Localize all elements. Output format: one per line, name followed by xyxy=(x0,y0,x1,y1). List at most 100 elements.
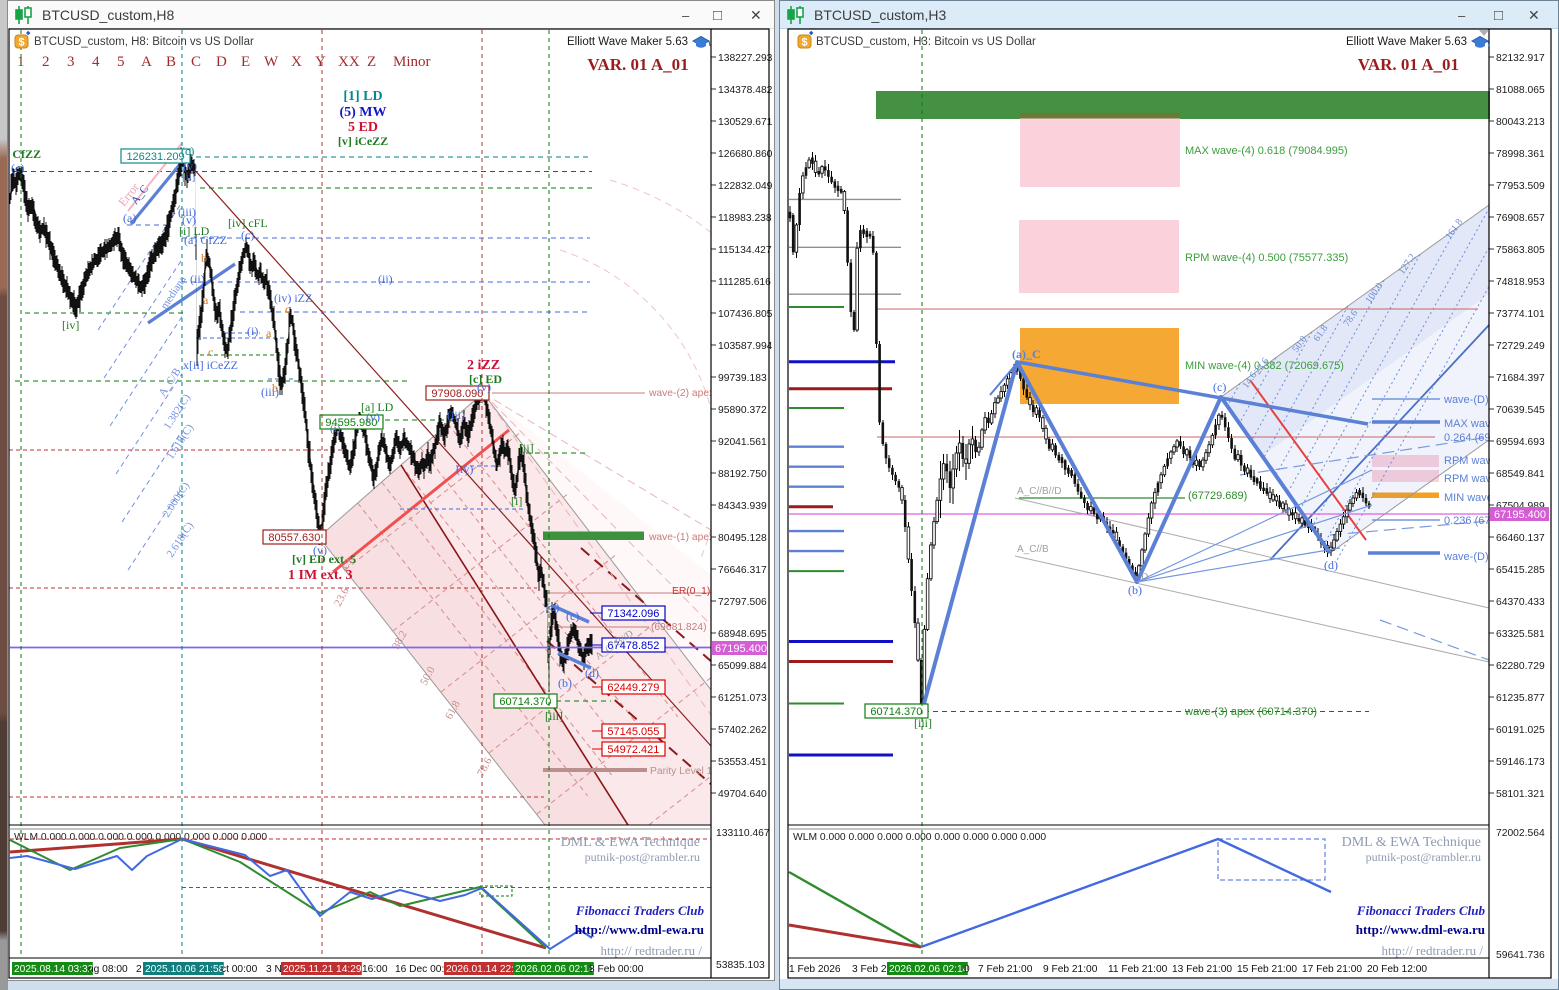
svg-text:[iii]: [iii] xyxy=(914,716,932,730)
svg-text:133110.467: 133110.467 xyxy=(716,828,770,839)
svg-text:[iv] cFL: [iv] cFL xyxy=(228,216,268,230)
svg-text:67195.400: 67195.400 xyxy=(1494,509,1546,521)
svg-text:7 Feb 21:00: 7 Feb 21:00 xyxy=(978,964,1033,975)
svg-text:W: W xyxy=(264,54,279,70)
svg-text:60191.025: 60191.025 xyxy=(1496,725,1545,736)
svg-text:http:// redtrader.ru /: http:// redtrader.ru / xyxy=(601,943,703,958)
svg-text:Fibonacci Traders Club: Fibonacci Traders Club xyxy=(575,903,705,918)
svg-text:Parity Level 10: Parity Level 10 xyxy=(650,766,718,777)
svg-text:54972.421: 54972.421 xyxy=(607,744,659,756)
svg-text:20 Feb 12:00: 20 Feb 12:00 xyxy=(1367,964,1427,975)
svg-text:[i] LD: [i] LD xyxy=(179,224,210,238)
svg-text:0.264 (697: 0.264 (697 xyxy=(1444,432,1497,444)
svg-text:(c): (c) xyxy=(241,228,254,242)
svg-text:60714.370: 60714.370 xyxy=(870,706,922,718)
svg-text:X: X xyxy=(291,54,302,70)
svg-text:2 iZZ: 2 iZZ xyxy=(467,358,500,373)
svg-text:2026.01.14 22:: 2026.01.14 22: xyxy=(446,964,514,975)
svg-text:3 Feb 2: 3 Feb 2 xyxy=(852,964,887,975)
svg-text:c: c xyxy=(285,302,290,316)
svg-text:2: 2 xyxy=(136,964,142,975)
svg-text:a: a xyxy=(266,326,272,340)
svg-text:2025.08.14 03:32: 2025.08.14 03:32 xyxy=(14,964,94,975)
svg-text:(iii): (iii) xyxy=(447,408,465,422)
svg-text:68549.841: 68549.841 xyxy=(1496,469,1545,480)
svg-text:122832.049: 122832.049 xyxy=(718,181,773,192)
svg-text:putnik-post@rambler.ru: putnik-post@rambler.ru xyxy=(585,850,700,864)
svg-text:2026.02.06 02:14: 2026.02.06 02:14 xyxy=(515,964,595,975)
svg-text:(ii): (ii) xyxy=(190,272,205,286)
svg-text:63325.581: 63325.581 xyxy=(1496,629,1545,640)
svg-text:61235.877: 61235.877 xyxy=(1496,693,1545,704)
svg-text:92041.561: 92041.561 xyxy=(718,437,767,448)
svg-text:5: 5 xyxy=(117,54,125,70)
svg-text:103587.994: 103587.994 xyxy=(718,341,773,352)
svg-text:http://www.dml-ewa.ru: http://www.dml-ewa.ru xyxy=(575,922,704,937)
svg-text:VAR. 01 A_01: VAR. 01 A_01 xyxy=(587,55,688,74)
svg-text:76646.317: 76646.317 xyxy=(718,565,767,576)
svg-text:67504.989: 67504.989 xyxy=(1496,501,1545,512)
svg-text:94595.980: 94595.980 xyxy=(325,417,377,429)
svg-text:D: D xyxy=(216,54,227,70)
svg-text:67478.852: 67478.852 xyxy=(607,640,659,652)
svg-text:(v): (v) xyxy=(182,213,196,227)
svg-text:RPM wave-(4) 0.500 (75577.335): RPM wave-(4) 0.500 (75577.335) xyxy=(1185,252,1348,264)
svg-text:Y: Y xyxy=(315,54,326,70)
svg-text:wave-(3) apex (60714.370): wave-(3) apex (60714.370) xyxy=(1184,706,1317,718)
svg-text:i] CfZZ: i] CfZZ xyxy=(2,147,41,161)
svg-text:15 Feb 21:00: 15 Feb 21:00 xyxy=(1237,964,1297,975)
svg-text:8 Feb 00:00: 8 Feb 00:00 xyxy=(589,964,644,975)
svg-text:(c): (c) xyxy=(566,609,579,623)
svg-text:130529.671: 130529.671 xyxy=(718,117,773,128)
svg-text:wave-(2) apex: wave-(2) apex xyxy=(648,388,715,399)
svg-text:75863.805: 75863.805 xyxy=(1496,245,1545,256)
svg-text:59641.736: 59641.736 xyxy=(1496,950,1545,961)
svg-text:1 Feb 2026: 1 Feb 2026 xyxy=(789,964,841,975)
svg-text:3 N: 3 N xyxy=(266,964,282,975)
svg-text:[v] iCeZZ: [v] iCeZZ xyxy=(338,134,388,148)
svg-text:[a] LD: [a] LD xyxy=(361,400,394,414)
svg-text:BTCUSD_custom, H8: Bitcoin vs: BTCUSD_custom, H8: Bitcoin vs US Dollar xyxy=(34,36,254,48)
svg-text:VAR. 01 A_01: VAR. 01 A_01 xyxy=(1358,55,1459,74)
svg-text:[c] ED: [c] ED xyxy=(469,372,502,386)
svg-text:70639.545: 70639.545 xyxy=(1496,405,1545,416)
svg-text:(v): (v) xyxy=(366,410,380,424)
svg-text:62280.729: 62280.729 xyxy=(1496,661,1545,672)
svg-text:(d): (d) xyxy=(585,666,599,680)
svg-text:WLM 0.000 0.000 0.000 0.000 0.: WLM 0.000 0.000 0.000 0.000 0.000 0.000 … xyxy=(14,832,267,843)
svg-text:69594.693: 69594.693 xyxy=(1496,437,1545,448)
svg-text:Z: Z xyxy=(367,54,376,70)
svg-text:C: C xyxy=(191,54,201,70)
svg-text:72797.506: 72797.506 xyxy=(718,597,767,608)
svg-text:ER(0_1): ER(0_1) xyxy=(672,586,710,597)
svg-text:60714.370: 60714.370 xyxy=(499,696,551,708)
svg-text:http:// redtrader.ru /: http:// redtrader.ru / xyxy=(1382,943,1484,958)
svg-text:134378.482: 134378.482 xyxy=(718,85,773,96)
svg-text:4.9: 4.9 xyxy=(339,557,355,573)
svg-text:126231.209: 126231.209 xyxy=(126,151,184,163)
svg-text:2025.11.21 14:29: 2025.11.21 14:29 xyxy=(283,964,362,975)
svg-text:(a): (a) xyxy=(546,600,559,614)
svg-text:2025.10.06 21:58: 2025.10.06 21:58 xyxy=(145,964,225,975)
svg-text:XX: XX xyxy=(338,54,360,70)
svg-text:82132.917: 82132.917 xyxy=(1496,53,1545,64)
svg-text:(a): (a) xyxy=(123,211,136,225)
svg-text:13 Feb 21:00: 13 Feb 21:00 xyxy=(1172,964,1232,975)
svg-text:57145.055: 57145.055 xyxy=(607,726,659,738)
svg-text:2: 2 xyxy=(42,54,50,70)
svg-text:62449.279: 62449.279 xyxy=(607,682,659,694)
svg-text:2.000(C): 2.000(C) xyxy=(160,480,192,520)
svg-text:$: $ xyxy=(18,37,24,49)
svg-text:RPM wave: RPM wave xyxy=(1444,455,1497,467)
svg-text:2.618(C): 2.618(C) xyxy=(164,520,196,560)
svg-text:(d): (d) xyxy=(1324,558,1338,572)
svg-text:(a) CfZZ: (a) CfZZ xyxy=(184,233,227,247)
svg-text:72729.249: 72729.249 xyxy=(1496,341,1545,352)
svg-text:A: A xyxy=(141,54,152,70)
svg-text:(5) MW: (5) MW xyxy=(339,105,386,120)
svg-text:MAX wave-(4) 0.618 (79084.995): MAX wave-(4) 0.618 (79084.995) xyxy=(1185,145,1348,157)
svg-text:(69681.824): (69681.824) xyxy=(651,622,707,633)
svg-text:73774.101: 73774.101 xyxy=(1496,309,1545,320)
svg-text:71684.397: 71684.397 xyxy=(1496,373,1545,384)
svg-text:(iv) iZZ: (iv) iZZ xyxy=(274,291,312,305)
